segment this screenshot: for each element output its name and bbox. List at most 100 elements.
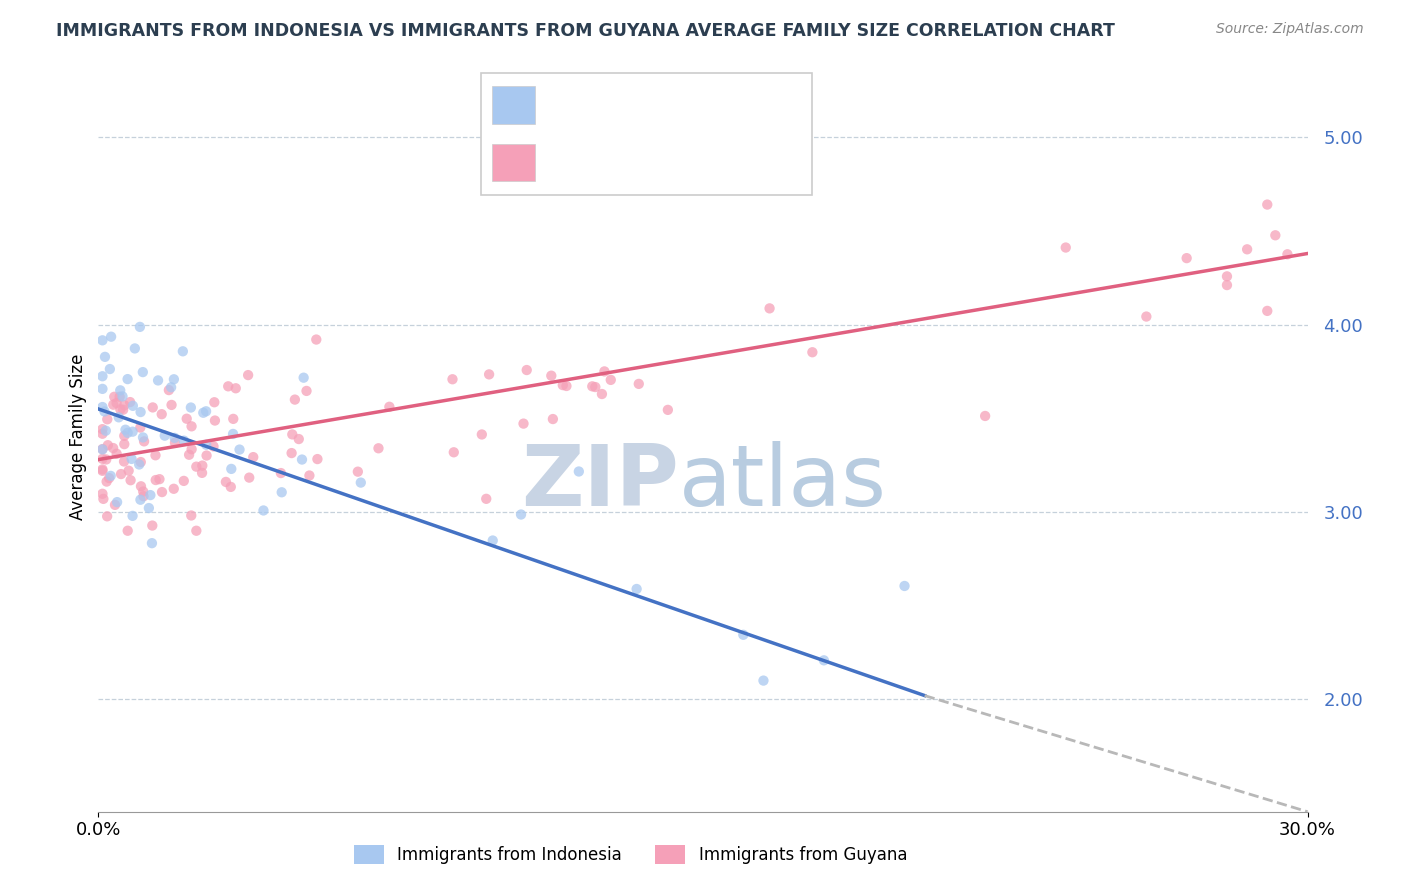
Point <box>93 491 115 506</box>
Point <box>91 487 114 501</box>
Point <box>107 410 129 425</box>
Point <box>94 424 117 438</box>
Point <box>191 458 214 473</box>
Point <box>627 376 650 391</box>
Point <box>222 426 245 441</box>
Text: 59: 59 <box>734 96 759 114</box>
Point <box>758 301 780 316</box>
Point <box>91 442 114 457</box>
Point <box>180 442 202 457</box>
Point <box>581 379 603 393</box>
Point <box>176 411 198 425</box>
Point <box>540 368 562 383</box>
Text: N =: N = <box>688 153 727 171</box>
Point <box>91 464 114 478</box>
Point <box>1264 228 1286 243</box>
Point <box>180 419 202 434</box>
Point <box>163 431 186 445</box>
Point <box>204 413 226 427</box>
Text: 0.341: 0.341 <box>593 153 650 171</box>
Point <box>475 491 498 506</box>
Point <box>91 462 114 476</box>
Point <box>280 446 302 460</box>
Point <box>128 458 150 472</box>
Point <box>105 447 128 461</box>
Point <box>132 489 155 503</box>
Point <box>307 452 329 467</box>
Point <box>91 369 114 384</box>
Point <box>112 402 135 417</box>
Point <box>593 364 616 378</box>
Point <box>94 350 117 364</box>
Point <box>104 498 127 512</box>
Point <box>193 406 215 420</box>
Point <box>270 466 292 480</box>
Point <box>202 395 225 409</box>
Point <box>347 465 370 479</box>
Point <box>117 524 139 538</box>
Point <box>120 473 142 487</box>
Point <box>180 401 202 415</box>
Text: Source: ZipAtlas.com: Source: ZipAtlas.com <box>1216 22 1364 37</box>
Point <box>91 334 114 348</box>
Point <box>142 401 165 415</box>
Point <box>591 387 613 401</box>
Point <box>128 319 150 334</box>
Point <box>163 372 186 386</box>
Point <box>117 464 139 478</box>
Point <box>186 459 208 474</box>
Point <box>121 451 143 466</box>
Point <box>295 384 318 398</box>
Point <box>236 368 259 383</box>
Point <box>160 398 183 412</box>
Point <box>105 495 128 509</box>
Point <box>160 380 183 394</box>
Point <box>541 412 564 426</box>
Point <box>93 404 115 418</box>
Point <box>108 390 131 404</box>
Point <box>129 479 152 493</box>
Point <box>242 450 264 464</box>
Point <box>367 442 389 456</box>
Point <box>112 429 135 443</box>
Point <box>281 427 304 442</box>
Point <box>163 435 186 450</box>
Point <box>96 412 118 426</box>
Point <box>195 449 218 463</box>
Point <box>132 434 155 449</box>
Point <box>180 508 202 523</box>
Point <box>141 518 163 533</box>
Point <box>626 582 648 596</box>
Point <box>481 533 503 548</box>
Point <box>132 365 155 379</box>
Point <box>157 383 180 397</box>
Point <box>163 482 186 496</box>
Text: -0.591: -0.591 <box>593 96 657 114</box>
Point <box>1135 310 1157 324</box>
Point <box>1277 247 1299 261</box>
Point <box>191 466 214 480</box>
Point <box>111 389 134 403</box>
Point <box>893 579 915 593</box>
Legend: Immigrants from Indonesia, Immigrants from Guyana: Immigrants from Indonesia, Immigrants fr… <box>347 838 914 871</box>
Point <box>96 452 118 467</box>
Point <box>555 379 578 393</box>
Point <box>215 475 238 489</box>
Point <box>752 673 775 688</box>
Point <box>129 405 152 419</box>
Point <box>252 503 274 517</box>
Point <box>101 441 124 455</box>
Point <box>1236 242 1258 256</box>
Point <box>583 380 606 394</box>
Point <box>195 404 218 418</box>
Point <box>112 437 135 451</box>
Point <box>150 485 173 500</box>
Point <box>132 430 155 444</box>
Point <box>225 381 247 395</box>
Point <box>98 362 121 376</box>
Point <box>599 373 621 387</box>
Point <box>112 398 135 412</box>
Point <box>145 448 167 462</box>
Point <box>138 501 160 516</box>
Point <box>91 442 114 456</box>
